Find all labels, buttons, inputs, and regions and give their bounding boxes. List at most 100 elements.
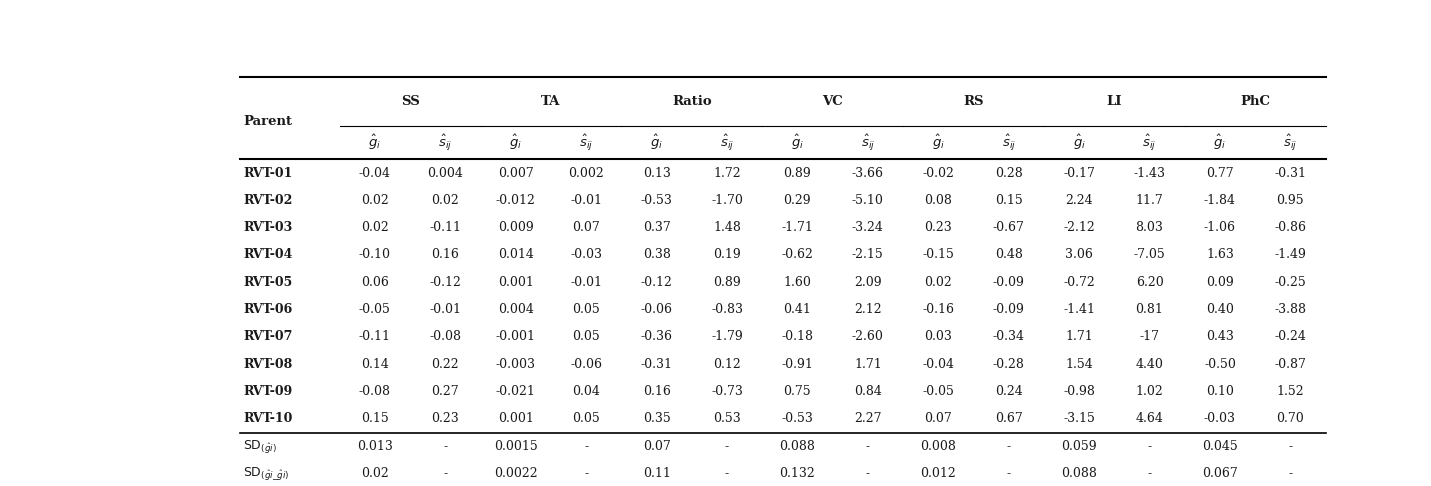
- Text: 1.63: 1.63: [1206, 248, 1234, 261]
- Text: -0.67: -0.67: [993, 221, 1025, 234]
- Text: 0.059: 0.059: [1062, 440, 1098, 452]
- Text: -: -: [1148, 467, 1152, 480]
- Text: Ratio: Ratio: [673, 95, 711, 108]
- Text: -3.24: -3.24: [851, 221, 884, 234]
- Text: -1.41: -1.41: [1063, 303, 1095, 316]
- Text: -0.11: -0.11: [429, 221, 461, 234]
- Text: -5.10: -5.10: [851, 194, 884, 207]
- Text: 0.10: 0.10: [1206, 385, 1234, 398]
- Text: 6.20: 6.20: [1136, 276, 1163, 289]
- Text: $\hat{g}_i$: $\hat{g}_i$: [650, 133, 663, 152]
- Text: 0.38: 0.38: [643, 248, 671, 261]
- Text: -0.62: -0.62: [781, 248, 813, 261]
- Text: 1.60: 1.60: [784, 276, 811, 289]
- Text: 0.70: 0.70: [1276, 413, 1304, 425]
- Text: 0.05: 0.05: [572, 303, 600, 316]
- Text: RVT-09: RVT-09: [243, 385, 292, 398]
- Text: -0.31: -0.31: [1275, 167, 1307, 179]
- Text: 0.001: 0.001: [498, 276, 534, 289]
- Text: 0.045: 0.045: [1202, 440, 1238, 452]
- Text: 0.004: 0.004: [428, 167, 464, 179]
- Text: 0.088: 0.088: [1062, 467, 1098, 480]
- Text: 0.84: 0.84: [854, 385, 881, 398]
- Text: 1.72: 1.72: [713, 167, 741, 179]
- Text: 0.02: 0.02: [361, 467, 389, 480]
- Text: -0.09: -0.09: [993, 276, 1025, 289]
- Text: -0.17: -0.17: [1063, 167, 1095, 179]
- Text: 0.0015: 0.0015: [494, 440, 538, 452]
- Text: 0.008: 0.008: [920, 440, 956, 452]
- Text: 0.43: 0.43: [1206, 330, 1234, 344]
- Text: SD$_{(\hat{g}i\_\hat{g}i)}$: SD$_{(\hat{g}i\_\hat{g}i)}$: [243, 465, 289, 482]
- Text: -0.34: -0.34: [993, 330, 1025, 344]
- Text: Parent: Parent: [243, 116, 292, 128]
- Text: 0.001: 0.001: [498, 413, 534, 425]
- Text: $\hat{g}_i$: $\hat{g}_i$: [1073, 133, 1086, 152]
- Text: $\hat{s}_{ij}$: $\hat{s}_{ij}$: [580, 133, 594, 153]
- Text: -1.79: -1.79: [711, 330, 743, 344]
- Text: -0.91: -0.91: [781, 358, 813, 371]
- Text: 0.13: 0.13: [643, 167, 671, 179]
- Text: -0.02: -0.02: [923, 167, 954, 179]
- Text: -0.06: -0.06: [641, 303, 673, 316]
- Text: -1.71: -1.71: [781, 221, 813, 234]
- Text: $\hat{s}_{ij}$: $\hat{s}_{ij}$: [861, 133, 874, 153]
- Text: RVT-06: RVT-06: [243, 303, 292, 316]
- Text: -: -: [1288, 467, 1292, 480]
- Text: 0.16: 0.16: [643, 385, 671, 398]
- Text: -0.05: -0.05: [359, 303, 391, 316]
- Text: -: -: [1006, 467, 1010, 480]
- Text: 0.95: 0.95: [1276, 194, 1304, 207]
- Text: -0.12: -0.12: [429, 276, 461, 289]
- Text: 0.40: 0.40: [1206, 303, 1234, 316]
- Text: 1.71: 1.71: [854, 358, 881, 371]
- Text: -7.05: -7.05: [1133, 248, 1165, 261]
- Text: -17: -17: [1139, 330, 1159, 344]
- Text: 3.06: 3.06: [1065, 248, 1093, 261]
- Text: 0.132: 0.132: [780, 467, 816, 480]
- Text: -0.15: -0.15: [923, 248, 954, 261]
- Text: -0.53: -0.53: [641, 194, 673, 207]
- Text: 0.15: 0.15: [995, 194, 1023, 207]
- Text: RVT-10: RVT-10: [243, 413, 292, 425]
- Text: 1.48: 1.48: [713, 221, 741, 234]
- Text: $\hat{s}_{ij}$: $\hat{s}_{ij}$: [1284, 133, 1298, 153]
- Text: 0.24: 0.24: [995, 385, 1023, 398]
- Text: -0.18: -0.18: [781, 330, 813, 344]
- Text: -0.72: -0.72: [1063, 276, 1095, 289]
- Text: -1.49: -1.49: [1275, 248, 1307, 261]
- Text: 0.28: 0.28: [995, 167, 1023, 179]
- Text: 11.7: 11.7: [1136, 194, 1163, 207]
- Text: 0.77: 0.77: [1206, 167, 1234, 179]
- Text: -0.28: -0.28: [993, 358, 1025, 371]
- Text: -: -: [726, 467, 728, 480]
- Text: 0.08: 0.08: [924, 194, 952, 207]
- Text: 0.53: 0.53: [713, 413, 741, 425]
- Text: -1.43: -1.43: [1133, 167, 1165, 179]
- Text: -0.73: -0.73: [711, 385, 743, 398]
- Text: 4.40: 4.40: [1136, 358, 1163, 371]
- Text: -3.88: -3.88: [1275, 303, 1307, 316]
- Text: 0.07: 0.07: [572, 221, 600, 234]
- Text: -: -: [444, 467, 448, 480]
- Text: -0.01: -0.01: [570, 276, 602, 289]
- Text: RVT-07: RVT-07: [243, 330, 292, 344]
- Text: $\hat{g}_i$: $\hat{g}_i$: [932, 133, 944, 152]
- Text: 0.07: 0.07: [924, 413, 952, 425]
- Text: -1.06: -1.06: [1203, 221, 1236, 234]
- Text: 0.014: 0.014: [498, 248, 534, 261]
- Text: $\hat{g}_i$: $\hat{g}_i$: [791, 133, 804, 152]
- Text: 0.23: 0.23: [924, 221, 952, 234]
- Text: -: -: [1288, 440, 1292, 452]
- Text: 0.05: 0.05: [572, 413, 600, 425]
- Text: 4.64: 4.64: [1136, 413, 1163, 425]
- Text: -0.08: -0.08: [359, 385, 391, 398]
- Text: -1.84: -1.84: [1203, 194, 1236, 207]
- Text: $\hat{s}_{ij}$: $\hat{s}_{ij}$: [720, 133, 734, 153]
- Text: -: -: [584, 440, 588, 452]
- Text: 1.02: 1.02: [1136, 385, 1163, 398]
- Text: -0.06: -0.06: [570, 358, 602, 371]
- Text: 0.02: 0.02: [431, 194, 459, 207]
- Text: -0.87: -0.87: [1275, 358, 1307, 371]
- Text: 0.009: 0.009: [498, 221, 534, 234]
